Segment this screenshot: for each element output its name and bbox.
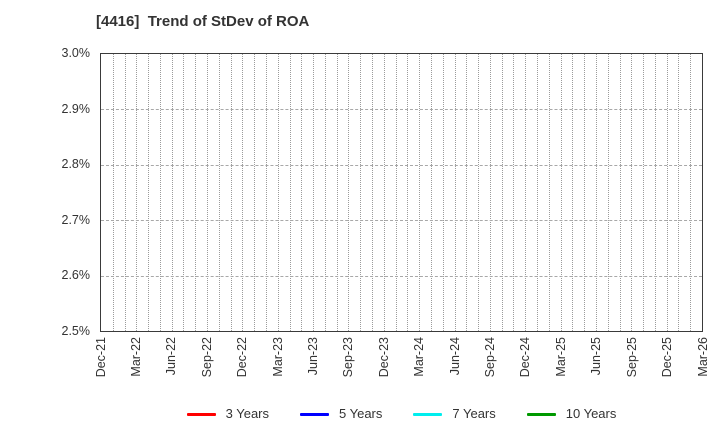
x-tick-label: Sep-23: [341, 337, 356, 378]
plot-area: [100, 53, 703, 332]
v-gridline: [560, 54, 562, 331]
v-gridline: [383, 54, 385, 331]
v-gridline: [218, 54, 220, 331]
legend-line-swatch: [413, 412, 443, 416]
legend-item: 7 Years: [413, 406, 496, 422]
x-tick-label: Mar-26: [695, 337, 710, 377]
v-gridline: [195, 54, 197, 331]
legend-label: 5 Years: [339, 406, 383, 421]
v-gridline: [442, 54, 444, 331]
x-tick-label: Jun-22: [164, 337, 179, 376]
v-gridline: [619, 54, 621, 331]
v-gridline: [324, 54, 326, 331]
y-tick-label: 2.5%: [61, 324, 91, 338]
v-gridline: [584, 54, 586, 331]
v-gridline: [430, 54, 432, 331]
v-gridline: [548, 54, 550, 331]
y-tick-label: 3.0%: [61, 46, 91, 60]
x-tick-label: Mar-22: [128, 337, 143, 377]
legend-item: 5 Years: [300, 406, 382, 422]
v-gridline: [643, 54, 645, 331]
v-gridline: [242, 54, 244, 331]
x-tick-label: Jun-23: [306, 337, 320, 376]
v-gridline: [678, 54, 680, 331]
y-tick-label: 2.7%: [61, 212, 91, 227]
x-tick-label: Sep-25: [624, 337, 639, 378]
v-gridline: [207, 54, 209, 331]
x-tick-label: Sep-22: [199, 337, 214, 378]
v-gridline: [466, 54, 468, 331]
v-gridline: [407, 54, 409, 331]
v-gridline: [478, 54, 480, 331]
v-gridline: [666, 54, 668, 331]
v-gridline: [572, 54, 574, 331]
v-gridline: [372, 54, 374, 331]
x-tick-label: Dec-21: [93, 337, 108, 378]
v-gridline: [395, 54, 397, 331]
v-gridline: [112, 54, 114, 331]
v-gridline: [525, 54, 527, 331]
legend-line-swatch: [526, 412, 556, 416]
v-gridline: [501, 54, 503, 331]
x-tick-label: Dec-23: [376, 337, 391, 378]
v-gridline: [537, 54, 539, 331]
x-tick-label: Dec-22: [235, 337, 250, 378]
v-gridline: [148, 54, 150, 331]
v-gridline: [631, 54, 633, 331]
legend-label: 7 Years: [452, 406, 496, 421]
legend-line-swatch: [300, 412, 329, 416]
x-tick-label: Jun-25: [589, 337, 604, 376]
v-gridline: [419, 54, 421, 331]
v-gridline: [313, 54, 315, 331]
v-gridline: [301, 54, 303, 331]
legend-line-swatch: [186, 412, 216, 416]
h-gridline: [101, 275, 702, 277]
v-gridline: [171, 54, 173, 331]
v-gridline: [136, 54, 138, 331]
y-tick-label: 2.8%: [61, 157, 91, 172]
v-gridline: [607, 54, 609, 331]
y-tick-label: 2.9%: [61, 101, 91, 116]
v-gridline: [348, 54, 350, 331]
v-gridline: [513, 54, 515, 331]
x-tick-label: Jun-24: [447, 337, 462, 376]
v-gridline: [230, 54, 232, 331]
legend-label: 10 Years: [565, 406, 617, 421]
v-gridline: [124, 54, 126, 331]
chart-title: [4416] Trend of StDev of ROA: [96, 13, 310, 30]
x-tick-label: Dec-24: [518, 337, 533, 378]
v-gridline: [183, 54, 185, 331]
h-gridline: [101, 220, 702, 222]
legend: 3 Years 5 Years 7 Years 10 Years: [100, 406, 703, 422]
h-gridline: [101, 164, 702, 166]
v-gridline: [454, 54, 456, 331]
x-tick-label: Mar-24: [412, 337, 427, 377]
v-gridline: [265, 54, 267, 331]
x-tick-label: Mar-23: [270, 337, 285, 377]
legend-label: 3 Years: [225, 406, 269, 421]
x-tick-label: Mar-25: [553, 337, 568, 377]
v-gridline: [159, 54, 161, 331]
legend-item: 10 Years: [526, 406, 617, 422]
h-gridline: [101, 109, 702, 111]
v-gridline: [360, 54, 362, 331]
v-gridline: [595, 54, 597, 331]
v-gridline: [654, 54, 656, 331]
legend-item: 3 Years: [186, 406, 269, 422]
x-tick-label: Sep-24: [483, 337, 497, 378]
v-gridline: [277, 54, 279, 331]
v-gridline: [690, 54, 692, 331]
v-gridline: [289, 54, 291, 331]
v-gridline: [254, 54, 256, 331]
y-tick-label: 2.6%: [61, 268, 91, 283]
v-gridline: [336, 54, 338, 331]
v-gridline: [489, 54, 491, 331]
x-tick-label: Dec-25: [660, 337, 675, 378]
